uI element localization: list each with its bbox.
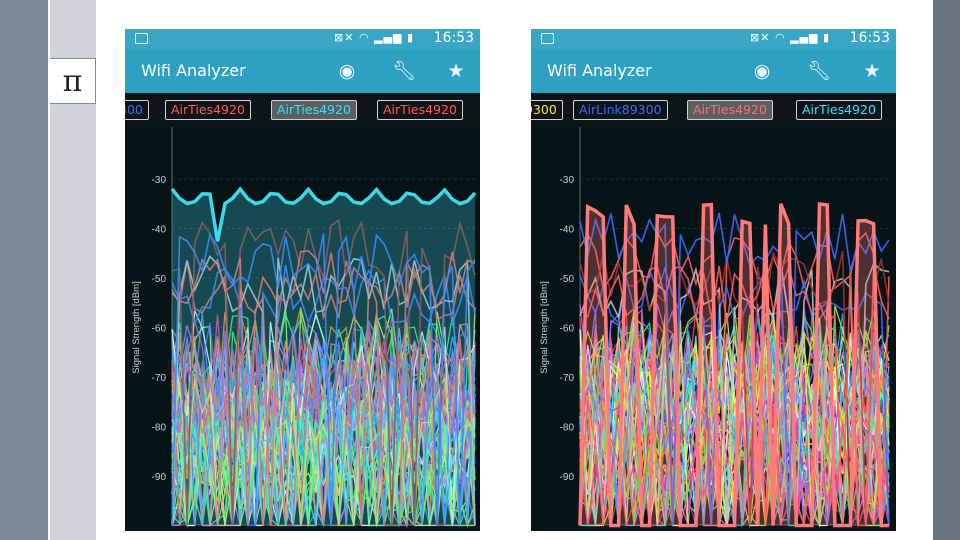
- network-signal-line: [579, 413, 890, 526]
- y-tick-label: -50: [560, 274, 575, 285]
- selected-network-line: [170, 186, 477, 242]
- y-tick-label: -40: [152, 225, 167, 236]
- pi-symbol-box: π: [50, 58, 96, 104]
- selected-network-area: [172, 188, 475, 525]
- eye-icon[interactable]: ◉: [338, 60, 356, 82]
- network-signal-line: [171, 377, 476, 527]
- network-signal-line: [579, 262, 890, 526]
- network-signal-line: [171, 232, 476, 526]
- y-tick-label: -50: [152, 274, 167, 285]
- network-signal-line: [171, 322, 476, 527]
- app-title: Wifi Analyzer: [141, 61, 246, 80]
- network-signal-line: [171, 265, 476, 527]
- ssid-tab[interactable]: AirTies4920: [796, 100, 882, 120]
- network-signal-line: [171, 418, 476, 527]
- notification-icon: [541, 33, 554, 44]
- y-tick-label: -30: [152, 175, 167, 186]
- ssid-tab-strip[interactable]: 300 AirTies4920 AirTies4920 AirTies4920: [125, 93, 480, 127]
- star-icon[interactable]: ★: [863, 60, 881, 82]
- ssid-tab-selected[interactable]: AirTies4920: [687, 100, 773, 120]
- y-axis-label: Signal Strength [dBm]: [131, 281, 142, 373]
- network-signal-line: [171, 353, 476, 526]
- system-status-icons: ⊠✕ ◠ ▂▄▆ ▮: [750, 31, 830, 44]
- notification-icon: [135, 33, 148, 44]
- right-decor-bar: [933, 0, 960, 540]
- star-icon[interactable]: ★: [447, 60, 465, 82]
- status-clock: 16:53: [849, 30, 890, 46]
- network-signal-line: [579, 212, 890, 526]
- ssid-tab[interactable]: 300: [125, 100, 149, 120]
- y-tick-label: -80: [560, 423, 575, 434]
- network-signal-line: [579, 309, 890, 527]
- ssid-tab-selected[interactable]: AirTies4920: [271, 100, 357, 120]
- app-bar: Wifi Analyzer ◉ 🔧︎ ★: [125, 49, 480, 93]
- signal-graph-svg: -30 -40 -50 -60 -70 -80 -90 Signal Strength [dB…: [539, 127, 890, 529]
- pi-symbol: π: [62, 63, 83, 99]
- phone-screenshot-right: ⊠✕ ◠ ▂▄▆ ▮ 16:53 Wifi Analyzer ◉ 🔧︎ ★ 93…: [531, 29, 896, 531]
- network-signal-line: [171, 218, 476, 526]
- y-tick-label: -90: [152, 472, 167, 483]
- selected-network-line: [578, 202, 889, 528]
- phone-screenshot-left: ⊠✕ ◠ ▂▄▆ ▮ 16:53 Wifi Analyzer ◉ 🔧︎ ★ 30…: [125, 29, 480, 531]
- ssid-tab[interactable]: AirLink89300: [573, 100, 668, 120]
- network-signal-line: [171, 337, 476, 527]
- ssid-tab-strip[interactable]: 9300 AirLink89300 AirTies4920 AirTies492…: [531, 93, 896, 127]
- signal-strength-graph: -30 -40 -50 -60 -70 -80 -90 Signal Strength [dB…: [531, 127, 896, 531]
- network-signal-line: [171, 337, 476, 526]
- network-signal-line: [579, 264, 890, 527]
- ssid-tab[interactable]: AirTies4920: [165, 100, 251, 120]
- y-tick-label: -30: [560, 175, 575, 186]
- network-signal-line: [579, 341, 890, 526]
- y-tick-label: -70: [560, 373, 575, 384]
- app-title: Wifi Analyzer: [547, 61, 652, 80]
- ssid-tab[interactable]: AirTies4920: [377, 100, 463, 120]
- y-tick-label: -80: [152, 423, 167, 434]
- network-signal-line: [579, 229, 890, 526]
- y-tick-label: -40: [560, 225, 575, 236]
- left-decor-bar: [0, 0, 48, 540]
- system-status-icons: ⊠✕ ◠ ▂▄▆ ▮: [334, 31, 414, 44]
- app-bar: Wifi Analyzer ◉ 🔧︎ ★: [531, 49, 896, 93]
- network-signal-line: [171, 249, 476, 526]
- y-tick-label: -70: [152, 373, 167, 384]
- left-decor-line: [48, 0, 50, 540]
- ssid-tab[interactable]: 9300: [531, 100, 563, 120]
- network-signal-line: [579, 357, 890, 526]
- y-tick-label: -90: [560, 472, 575, 483]
- wrench-icon[interactable]: 🔧︎: [806, 60, 832, 82]
- y-tick-label: -60: [152, 324, 167, 335]
- status-bar: ⊠✕ ◠ ▂▄▆ ▮ 16:53: [125, 29, 480, 49]
- y-tick-label: -60: [560, 324, 575, 335]
- signal-graph-svg: -30 -40 -50 -60 -70 -80 -90 Signal Strength [dB…: [131, 127, 477, 529]
- status-clock: 16:53: [433, 30, 474, 46]
- wrench-icon[interactable]: 🔧︎: [391, 60, 417, 82]
- eye-icon[interactable]: ◉: [753, 60, 771, 82]
- status-bar: ⊠✕ ◠ ▂▄▆ ▮ 16:53: [531, 29, 896, 49]
- network-signal-line: [579, 250, 890, 526]
- y-axis-label: Signal Strength [dBm]: [539, 281, 550, 373]
- signal-strength-graph: -30 -40 -50 -60 -70 -80 -90 Signal Strength [dB…: [125, 127, 480, 531]
